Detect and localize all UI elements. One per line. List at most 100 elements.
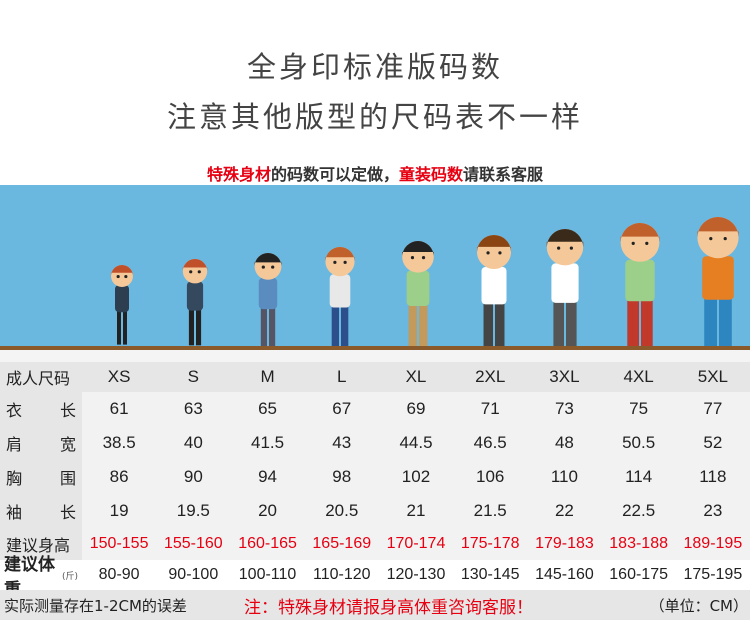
- value-cell: 120-130: [386, 566, 446, 583]
- row-label: 胸围: [0, 460, 82, 494]
- character-figure: [182, 259, 208, 346]
- value-cell: 170-174: [386, 535, 446, 552]
- notice: 特殊身材的码数可以定做，童装码数请联系客服: [0, 161, 750, 185]
- value-cell: 21.5: [473, 501, 507, 520]
- value-cell: 22.5: [622, 501, 656, 520]
- character-figure: [477, 235, 511, 349]
- value-cell: 19: [109, 501, 129, 520]
- value-cell: 179-183: [535, 535, 594, 552]
- value-cell: 43: [332, 433, 352, 452]
- value-cell: 130-145: [460, 566, 520, 583]
- notice-red-1: 特殊身材: [206, 165, 271, 184]
- value-cell: 145-160: [535, 566, 594, 583]
- measure-row: 胸围 86 90 94 98 102 106 110 114 118: [0, 460, 750, 494]
- value-cell: 155-160: [163, 535, 223, 552]
- value-cell: 46.5: [473, 433, 507, 452]
- value-cell: 98: [332, 467, 352, 486]
- notice-red-2: 童装码数: [399, 165, 464, 184]
- header-row: 成人尺码 XS S M L XL 2XL 3XL 4XL 5XL: [0, 362, 750, 392]
- size-cell: XL: [405, 367, 427, 386]
- notice-mid: 的码数可以定做，: [270, 165, 399, 184]
- value-cell: 106: [476, 467, 505, 486]
- ground-line: [0, 346, 750, 350]
- value-cell: 118: [699, 467, 727, 486]
- size-cell: 5XL: [697, 367, 728, 386]
- value-cell: 73: [554, 399, 574, 418]
- footer-note: 实际测量存在1-2CM的误差 注：特殊身材请报身高体重咨询客服！ （单位：CM）: [0, 590, 750, 620]
- value-cell: 50.5: [622, 433, 656, 452]
- measure-row: 肩宽 38.5 40 41.5 43 44.5 46.5 48 50.5 52: [0, 426, 750, 460]
- header-label: 成人尺码: [0, 362, 82, 392]
- weight-unit: (斤): [61, 571, 78, 582]
- footer-left: 实际测量存在1-2CM的误差: [4, 596, 187, 615]
- value-cell: 40: [183, 433, 203, 452]
- value-cell: 100-110: [238, 566, 297, 583]
- size-cell: S: [187, 367, 199, 386]
- character-figure: [620, 222, 660, 350]
- value-cell: 90: [183, 467, 203, 486]
- value-cell: 67: [332, 399, 352, 418]
- row-label-a: 衣: [6, 401, 23, 420]
- row-label-a: 肩: [6, 435, 23, 454]
- value-cell: 75: [629, 399, 649, 418]
- size-cell: L: [337, 367, 347, 386]
- value-cell: 41.5: [251, 433, 285, 452]
- row-label: 袖长: [0, 494, 82, 528]
- value-cell: 160-165: [238, 535, 297, 552]
- value-cell: 21: [406, 501, 426, 520]
- character-figure: [111, 265, 133, 345]
- weight-label-cell: 建议体重(斤): [0, 555, 82, 600]
- value-cell: 94: [258, 467, 277, 486]
- measure-row: 衣长 61 63 65 67 69 71 73 75 77: [0, 392, 750, 426]
- value-cell: 175-178: [460, 535, 520, 552]
- value-cell: 80-90: [98, 566, 140, 583]
- page-subtitle: 注意其他版型的尺码表不一样: [166, 100, 583, 134]
- value-cell: 110-120: [313, 566, 371, 583]
- character-figure: [325, 247, 355, 347]
- size-cell: M: [260, 367, 275, 386]
- row-label-a: 胸: [6, 469, 23, 488]
- row-label-b: 宽: [59, 435, 76, 454]
- row-label: 肩宽: [0, 426, 82, 460]
- value-cell: 110: [550, 467, 578, 486]
- size-cell: 2XL: [475, 367, 506, 386]
- value-cell: 71: [480, 399, 500, 418]
- footer-center: 注：特殊身材请报身高体重咨询客服！: [244, 597, 533, 618]
- row-label-b: 长: [59, 401, 76, 420]
- value-cell: 165-169: [312, 535, 372, 552]
- value-cell: 38.5: [102, 433, 136, 452]
- value-cell: 20.5: [325, 501, 359, 520]
- row-label-a: 袖: [6, 503, 23, 522]
- value-cell: 22: [554, 501, 574, 520]
- size-cell: XS: [107, 367, 131, 386]
- value-cell: 189-195: [683, 535, 743, 552]
- value-cell: 20: [258, 501, 277, 520]
- row-label-b: 围: [59, 469, 76, 488]
- value-cell: 160-175: [609, 566, 668, 583]
- value-cell: 44.5: [399, 433, 433, 452]
- size-cell: 4XL: [623, 367, 654, 386]
- value-cell: 48: [554, 433, 574, 452]
- notice-end: 请联系客服: [463, 165, 544, 184]
- value-cell: 69: [406, 399, 426, 418]
- size-cell: 3XL: [549, 367, 580, 386]
- value-cell: 102: [401, 467, 431, 486]
- character-figure: [402, 241, 434, 348]
- value-cell: 61: [109, 399, 129, 418]
- value-cell: 86: [109, 467, 129, 486]
- measure-row: 袖长 19 19.5 20 20.5 21 21.5 22 22.5 23: [0, 494, 750, 528]
- weight-row: 建议体重(斤) 80-90 90-100 100-110 110-120 120-130 1…: [0, 555, 750, 600]
- page-title: 全身印标准版码数: [246, 50, 503, 84]
- size-table: 成人尺码 XS S M L XL 2XL 3XL 4XL 5XL 衣 长 61 63 6…: [0, 362, 750, 600]
- value-cell: 63: [183, 399, 203, 418]
- character-figure: [546, 229, 584, 349]
- value-cell: 183-188: [609, 535, 668, 552]
- value-cell: 52: [703, 433, 723, 452]
- footer-right: （单位：CM）: [649, 596, 748, 615]
- value-cell: 90-100: [168, 566, 219, 583]
- value-cell: 175-195: [683, 566, 743, 583]
- height-row: 建议身高 150-155 155-160 160-165 165-169 170-174 1…: [0, 528, 750, 560]
- value-cell: 150-155: [89, 535, 149, 552]
- character-figures: [111, 217, 739, 351]
- value-cell: 23: [703, 501, 723, 520]
